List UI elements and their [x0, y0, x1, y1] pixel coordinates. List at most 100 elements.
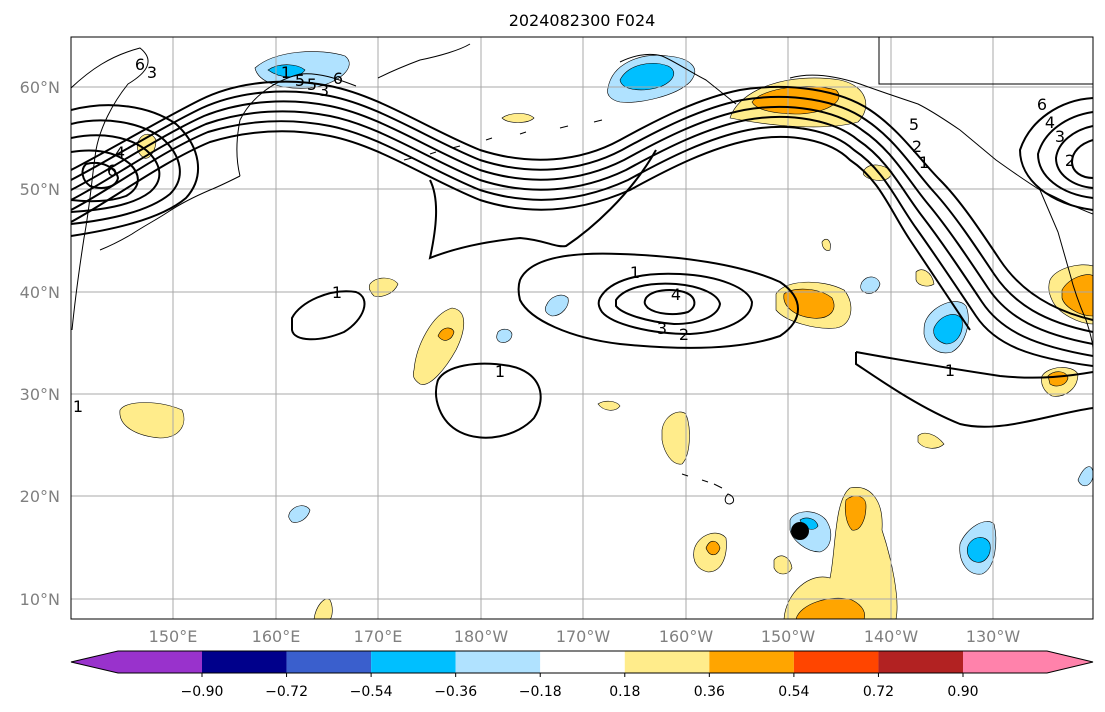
contour-labels: 1 1 1 1 1 2 3 4 2 3 4 6 6 5 1 2 3 4 5 6 …: [73, 55, 1075, 416]
colorbar-extend-high: [1047, 651, 1093, 673]
contour-label: 3: [1055, 127, 1065, 146]
aleutian-chain: [403, 119, 603, 161]
contour-west-low-2: [71, 119, 181, 225]
colorbar-segments: [71, 651, 1093, 677]
contour-label: 4: [115, 143, 125, 162]
colorbar-segment: [286, 651, 372, 673]
lon-label: 140°W: [864, 627, 919, 646]
contour-west-low-4: [71, 149, 139, 203]
positive-area-tiny: [821, 238, 831, 251]
coast-chukotka: [377, 43, 471, 79]
contours: [71, 80, 1093, 439]
contour-label: 1: [495, 362, 505, 381]
contour-east-low-3: [1054, 125, 1093, 189]
contour-jet-3: [71, 100, 1093, 345]
contour-label: 4: [1045, 113, 1055, 132]
positive-area-storm: [783, 487, 898, 619]
colorbar-segment: [878, 651, 963, 673]
positive-area-central-2: [597, 400, 621, 411]
lat-label: 20°N: [20, 487, 60, 506]
contour-center-2: [597, 272, 754, 336]
negative-core-se: [966, 537, 991, 563]
positive-area-central-1: [661, 411, 690, 465]
colorbar-outline: [70, 650, 1094, 674]
colorbar-tick-label: 0.18: [609, 684, 640, 700]
contour-label: 1: [281, 63, 291, 82]
coast-bc: [1039, 189, 1071, 275]
contour-west-low-5: [81, 162, 120, 189]
contour-west-1: [291, 290, 366, 341]
contour-west-low-1: [71, 104, 200, 237]
colorbar-extend-low: [71, 651, 118, 673]
contour-label: 5: [307, 75, 317, 94]
lon-label: 150°W: [761, 627, 816, 646]
contour-east-low-1: [1018, 97, 1093, 211]
contour-label: 5: [295, 71, 305, 90]
contour-label: 1: [332, 283, 342, 302]
coast-kamchatka: [71, 47, 149, 331]
colorbar-tick-label: −0.90: [181, 684, 224, 700]
positive-core-mid-west: [437, 327, 455, 341]
colorbar-tick-label: 0.36: [694, 684, 725, 700]
lon-labels: 150°E 160°E 170°E 180°W 170°W 160°W 150°…: [149, 627, 1021, 646]
contour-label: 1: [630, 263, 640, 282]
negative-core-east: [933, 314, 963, 345]
lat-label: 40°N: [20, 283, 60, 302]
colorbar-segment: [963, 651, 1047, 673]
negative-area-sw: [288, 505, 311, 523]
positive-core-center: [783, 288, 835, 319]
positive-core-south-1: [705, 540, 721, 556]
negative-area-small-2: [496, 328, 513, 343]
contour-west-low-3: [71, 134, 161, 213]
contour-label: 1: [919, 153, 929, 172]
contour-center-4: [643, 289, 696, 316]
lon-label: 160°E: [252, 627, 301, 646]
coast-alaska-s: [789, 74, 1093, 215]
colorbar-tick-label: −0.36: [434, 684, 477, 700]
map-frame: [70, 36, 1094, 620]
grid-lines: [71, 37, 1093, 619]
contour-mid-1: [435, 362, 542, 439]
colorbar-tick-label: −0.18: [519, 684, 562, 700]
contour-label: 2: [679, 325, 689, 344]
contour-label: 6: [333, 69, 343, 88]
contour-label: 6: [135, 55, 145, 74]
colorbar-tick-labels: −0.90 −0.72 −0.54 −0.36 −0.18 0.18 0.36 0.54 0.7…: [181, 684, 979, 700]
map-title: 2024082300 F024: [509, 11, 656, 30]
contour-jet-5: [71, 120, 1093, 367]
colorbar-segment: [118, 651, 202, 673]
contour-jet-6: [71, 130, 971, 331]
colorbar-segment: [793, 651, 879, 673]
contour-label: 1: [73, 397, 83, 416]
contour-label: 6: [107, 161, 117, 180]
contour-east-low-2: [1036, 111, 1093, 199]
positive-area-east-small-2: [917, 432, 945, 449]
contour-label: 3: [147, 63, 157, 82]
colorbar-tick-label: 0.72: [863, 684, 894, 700]
contour-jet-4: [71, 110, 1093, 357]
contour-trough: [428, 149, 657, 260]
colorbar-tick-label: −0.72: [265, 684, 308, 700]
lon-label: 170°W: [556, 627, 611, 646]
colorbar-segment: [455, 651, 541, 673]
colorbar-tick-label: 0.90: [947, 684, 978, 700]
storm-marker: [791, 522, 809, 540]
positive-core-east-coast: [1061, 274, 1093, 317]
colorbar-segment: [202, 651, 287, 673]
negative-core-bering: [619, 63, 674, 91]
lon-label: 170°E: [354, 627, 403, 646]
lon-label: 130°W: [966, 627, 1021, 646]
map-area: 1 1 1 1 1 2 3 4 2 3 4 6 6 5 1 2 3 4 5 6 …: [71, 37, 1093, 619]
colorbar-segment: [624, 651, 710, 673]
lat-label: 60°N: [20, 78, 60, 97]
negative-area-small-1: [544, 294, 569, 317]
contour-jet-2: [71, 90, 1093, 333]
positive-area-east-small-1: [915, 269, 935, 287]
contour-east-low-4: [1070, 139, 1093, 179]
contour-center-3: [615, 282, 722, 326]
contour-label: 2: [1065, 151, 1075, 170]
contour-label: 6: [1037, 95, 1047, 114]
contour-label: 4: [671, 285, 681, 304]
coast-kuril: [99, 175, 241, 251]
positive-core-storm-b: [795, 597, 865, 619]
